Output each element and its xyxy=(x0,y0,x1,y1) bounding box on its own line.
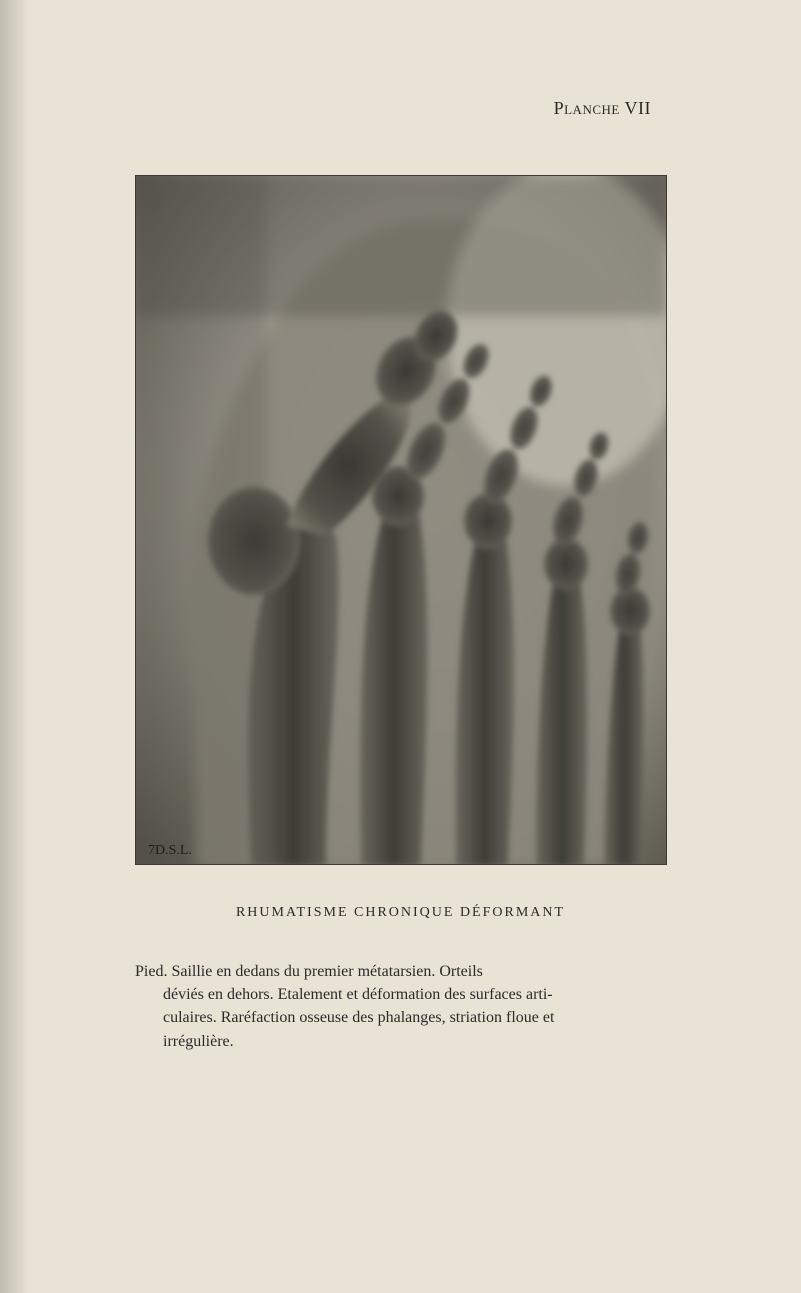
caption-line: culaires. Raréfaction osseuse des phalan… xyxy=(135,1006,665,1029)
figure-radiograph: 7D.S.L. xyxy=(135,175,667,865)
caption-line: déviés en dehors. Etalement et déformati… xyxy=(135,983,665,1006)
caption-title: RHUMATISME CHRONIQUE DÉFORMANT xyxy=(0,905,801,921)
caption-body: Pied. Saillie en dedans du premier métat… xyxy=(135,960,665,1053)
plate-signature: 7D.S.L. xyxy=(148,843,192,858)
caption-line: Pied. Saillie en dedans du premier métat… xyxy=(135,960,665,983)
radiograph-svg: 7D.S.L. xyxy=(136,176,666,864)
plate-label: Planche VII xyxy=(554,98,651,119)
caption-line: irrégulière. xyxy=(135,1030,665,1053)
page-spine-shadow xyxy=(0,0,30,1293)
